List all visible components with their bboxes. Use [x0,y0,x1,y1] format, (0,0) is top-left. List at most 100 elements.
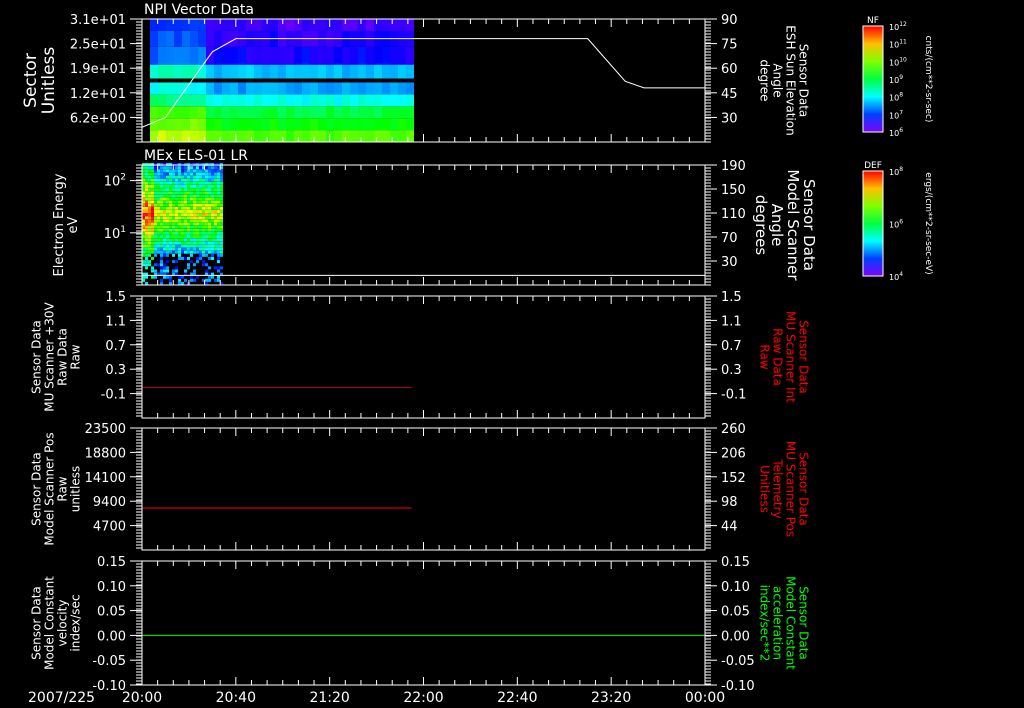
spectrogram-cell [342,94,350,107]
y2-axis-label: Model Scanner [784,169,802,281]
spectrogram-cell [166,238,169,242]
spectrogram-cell [174,19,182,31]
colorbar-tick-exponent: 6 [899,219,903,226]
spectrogram-cell [145,222,148,226]
spectrogram-cell [206,19,214,31]
spectrogram-cell [157,213,160,217]
colorbar-tick-base: 10 [889,41,899,50]
spectrogram-cell [172,206,175,210]
spectrogram-cell [158,19,166,31]
spectrogram-cell [151,250,154,254]
spectrogram-cell [310,19,318,31]
x-tick-label: 20:40 [216,690,256,706]
spectrogram-cell [142,235,145,239]
spectrogram-cell [196,188,199,192]
spectrogram-cell [169,238,172,242]
spectrogram-cell [151,266,154,270]
spectrogram-cell [174,106,182,119]
spectrogram-cell [178,241,181,245]
spectrogram-cell [211,206,214,210]
spectrogram-cell [148,200,151,204]
spectrogram-cell [217,184,220,188]
spectrogram-cell [350,118,358,131]
spectrogram-cell [166,19,174,31]
spectrogram-cell [175,213,178,217]
spectrogram-cell [214,206,217,210]
spectrogram-cell [172,191,175,195]
spectrogram-cell [184,222,187,226]
spectrogram-cell [181,188,184,192]
spectrogram-cell [220,203,223,207]
spectrogram-cell [398,118,406,131]
colorbar-tick-exponent: 7 [899,109,903,116]
spectrogram-cell [220,184,223,188]
spectrogram-cell [163,181,166,185]
spectrogram-cell [214,231,217,235]
spectrogram-cell [151,241,154,245]
spectrogram-cell [398,64,406,79]
spectrogram-cell [202,241,205,245]
spectrogram-cell [187,256,190,260]
spectrogram-cell [205,206,208,210]
spectrogram-cell [193,213,196,217]
spectrogram-cell [154,178,157,182]
spectrogram-cell [178,210,181,213]
spectrogram-cell [374,106,382,119]
spectrogram-cell [211,191,214,195]
spectrogram-cell [217,191,220,195]
spectrogram-cell [157,241,160,245]
spectrogram-cell [184,169,187,173]
y2-tick-label: 0.7 [721,339,742,354]
spectrogram-cell [169,191,172,195]
spectrogram-cell [190,241,193,245]
y2-axis-label: Angle [771,63,785,97]
spectrogram-cell [145,197,148,201]
spectrogram-cell [214,210,217,213]
spectrogram-cell [148,213,151,217]
spectrogram-cell [181,282,184,285]
spectrogram-cell [270,64,278,79]
spectrogram-cell [157,225,160,229]
spectrogram-cell [160,225,163,229]
spectrogram-cell [220,235,223,239]
spectrogram-cell [184,238,187,242]
spectrogram-cell [193,194,196,198]
spectrogram-cell [217,278,220,282]
spectrogram-cell [208,225,211,229]
y-tick-label: 102 [104,173,126,190]
spectrogram-cell [158,106,166,119]
spectrogram-cell [145,184,148,188]
spectrogram-cell [166,222,169,226]
spectrogram-cell [310,64,318,79]
spectrogram-cell [205,166,208,170]
spectrogram-cell [172,235,175,239]
spectrogram-cell [208,166,211,170]
spectrogram-cell [166,275,169,279]
spectrogram-cell [196,166,199,170]
spectrogram-cell [220,250,223,254]
spectrogram-cell [172,225,175,229]
spectrogram-cell [157,216,160,220]
spectrogram-cell [214,169,217,173]
spectrogram-cell [145,228,148,232]
x-axis-date: 2007/225 [28,690,95,706]
x-tick-label: 20:00 [122,690,162,706]
spectrogram-cell [163,194,166,198]
spectrogram-cell [278,64,286,79]
spectrogram-cell [254,118,262,131]
spectrogram-cell [190,46,198,65]
spectrogram-cell [142,197,145,201]
spectrogram-cell [366,94,374,107]
spectrogram-cell [175,194,178,198]
spectrogram-cell [151,222,154,226]
y2-tick-label: 60 [721,62,738,77]
spectrogram-cell [169,213,172,217]
spectrogram-cell [154,269,157,273]
spectrogram-cell [158,94,166,107]
spectrogram-cell [196,191,199,195]
spectrogram-cell [166,203,169,207]
y2-axis-label: Sensor Data [800,179,818,271]
spectrogram-cell [254,82,262,95]
spectrogram-cell [390,46,398,65]
spectrogram-cell [151,200,154,204]
